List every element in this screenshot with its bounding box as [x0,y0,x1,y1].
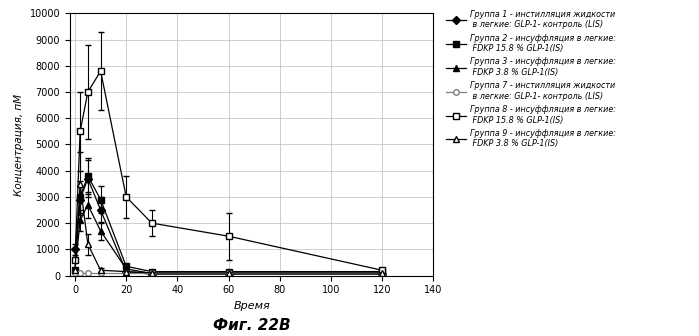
Text: Фиг. 22В: Фиг. 22В [212,318,291,333]
Y-axis label: Концентрация, пМ: Концентрация, пМ [14,93,24,196]
X-axis label: Время: Время [233,301,270,311]
Legend: Группа 1 - инстилляция жидкости
 в легкие: GLP-1- контроль (LIS), Группа 2 - инс: Группа 1 - инстилляция жидкости в легкие… [445,8,618,150]
